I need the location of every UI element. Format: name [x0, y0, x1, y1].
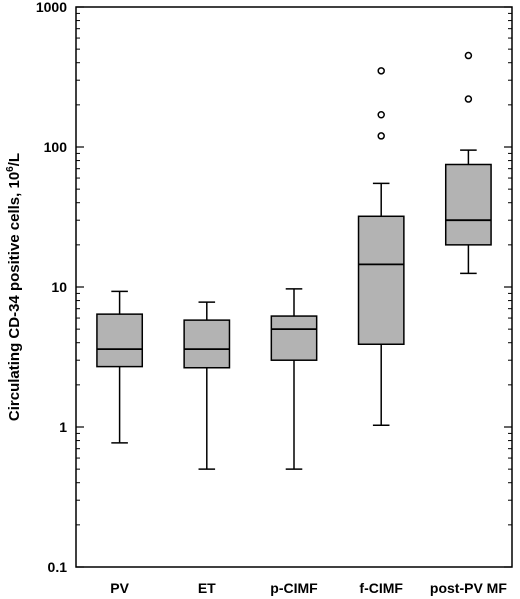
- outlier-point: [464, 51, 473, 60]
- y-axis-title-superscript: 6: [5, 166, 16, 172]
- x-category-label: PV: [110, 580, 129, 596]
- y-axis-title-main: Circulating CD-34 positive cells, 10: [6, 172, 23, 421]
- iqr-box: [270, 315, 318, 361]
- outlier-point: [377, 67, 385, 75]
- iqr-box: [96, 313, 144, 368]
- x-category-label: f-CIMF: [359, 580, 403, 596]
- box-post-pv-mf: [444, 51, 492, 275]
- outlier-point: [377, 132, 385, 140]
- iqr-box: [357, 215, 405, 346]
- y-tick-label: 1000: [36, 0, 67, 15]
- box-p-cimf: [270, 288, 318, 470]
- x-category-label: ET: [198, 580, 216, 596]
- boxes-layer: [96, 51, 492, 470]
- plot-frame: [75, 6, 513, 568]
- y-axis: 0.1 1 10 100 1000: [36, 0, 512, 575]
- outlier-point: [464, 95, 473, 103]
- box-et: [183, 301, 231, 470]
- x-category-label: p-CIMF: [270, 580, 318, 596]
- outlier-point: [377, 110, 385, 119]
- y-tick-label: 1: [59, 419, 67, 435]
- y-tick-label: 0.1: [48, 559, 68, 575]
- y-tick-label: 100: [44, 139, 68, 155]
- x-category-label: post-PV MF: [430, 580, 507, 596]
- y-tick-label: 10: [51, 279, 67, 295]
- box-pv: [96, 290, 144, 444]
- iqr-box: [183, 319, 231, 369]
- y-axis-title: Circulating CD-34 positive cells, 106/L: [5, 153, 23, 421]
- box-f-cimf: [357, 67, 405, 426]
- y-axis-title-unit: /L: [6, 153, 23, 166]
- x-axis-labels: PV ET p-CIMF f-CIMF post-PV MF: [110, 580, 507, 596]
- iqr-box: [444, 163, 492, 246]
